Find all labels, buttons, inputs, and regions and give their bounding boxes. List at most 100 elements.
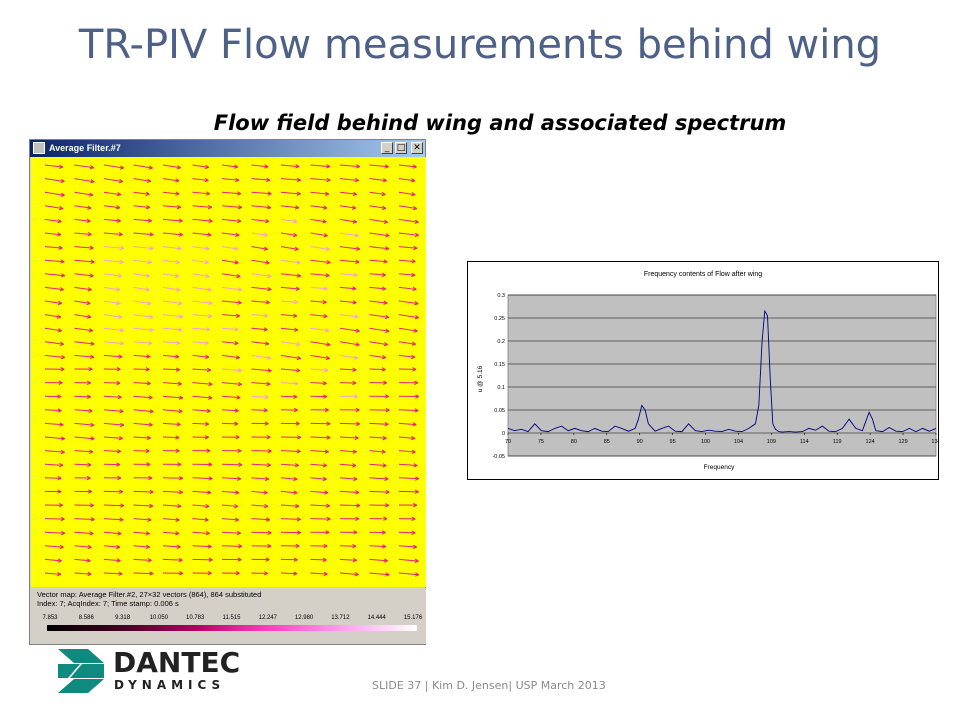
velocity-vector [280, 246, 299, 252]
colorbar-tick-label: 10.050 [149, 615, 169, 621]
velocity-vector [162, 232, 184, 237]
velocity-vector [339, 543, 357, 549]
velocity-vector [192, 327, 211, 332]
velocity-vector [192, 570, 212, 576]
window-titlebar[interactable]: Average Filter.#7 _ □ ✕ [30, 140, 425, 157]
velocity-vector [280, 463, 299, 468]
velocity-vector [74, 286, 92, 292]
velocity-vector [280, 205, 300, 210]
velocity-vector [74, 489, 93, 494]
velocity-vector [103, 435, 123, 441]
x-tick-label: 124 [866, 439, 875, 445]
minimize-button[interactable]: _ [381, 142, 393, 154]
velocity-vector [133, 164, 153, 170]
maximize-button[interactable]: □ [395, 142, 407, 154]
velocity-vector [339, 272, 358, 278]
velocity-vector [103, 273, 122, 278]
velocity-vector [133, 178, 152, 183]
colorbar-tick-label: 10.783 [186, 615, 205, 621]
velocity-vector [280, 407, 298, 413]
velocity-vector [221, 218, 242, 224]
velocity-vector [310, 381, 327, 386]
velocity-vector [133, 489, 154, 495]
velocity-vector [133, 218, 152, 223]
velocity-vector [221, 246, 239, 251]
velocity-vector [192, 164, 210, 170]
velocity-vector [221, 381, 243, 387]
velocity-vector [192, 381, 213, 387]
velocity-vector [221, 517, 240, 522]
plot-background [507, 294, 937, 457]
velocity-vector [280, 476, 298, 482]
velocity-vector [133, 503, 154, 509]
colorbar-tick-label: 14.444 [367, 615, 386, 621]
velocity-vector [221, 503, 239, 509]
velocity-vector [162, 273, 180, 278]
velocity-vector [280, 543, 300, 549]
velocity-vector [221, 530, 241, 536]
velocity-vector [310, 503, 331, 508]
spectrum-series-line [507, 309, 937, 433]
velocity-vector [221, 164, 239, 169]
velocity-vector [339, 218, 357, 224]
velocity-vector [339, 503, 361, 508]
velocity-vector [103, 558, 121, 563]
velocity-vector [44, 300, 63, 306]
velocity-vector [103, 380, 121, 386]
velocity-vector [280, 530, 302, 535]
y-tick-label: 0.15 [494, 362, 505, 368]
velocity-vector [221, 340, 239, 346]
velocity-vector [369, 463, 387, 468]
velocity-vector [280, 341, 301, 347]
velocity-vector [133, 367, 150, 372]
velocity-vector [221, 300, 242, 305]
velocity-vector [251, 503, 269, 509]
velocity-vector [369, 503, 390, 508]
velocity-vector [192, 177, 209, 183]
velocity-vector [339, 476, 358, 482]
y-tick-label: 0.1 [497, 385, 505, 391]
velocity-vector [221, 571, 240, 576]
velocity-vector [74, 422, 95, 428]
velocity-vector [398, 367, 417, 372]
y-tick-label: 0.3 [497, 293, 505, 299]
velocity-vector [280, 394, 298, 399]
velocity-vector [133, 531, 150, 536]
chart-x-axis-label: Frequency [704, 464, 735, 471]
velocity-vector [162, 191, 180, 196]
velocity-vector [398, 502, 418, 508]
velocity-vector [74, 449, 94, 454]
velocity-vector [162, 517, 180, 522]
close-button[interactable]: ✕ [411, 142, 423, 154]
velocity-vector [192, 232, 212, 237]
velocity-vector [44, 218, 62, 224]
velocity-vector [339, 341, 360, 347]
colorbar-tick-label: 12.247 [258, 615, 277, 621]
velocity-vector [280, 557, 298, 562]
velocity-vector [74, 503, 94, 508]
velocity-vector [398, 327, 418, 333]
velocity-vector [251, 408, 268, 413]
velocity-vector [280, 354, 302, 361]
velocity-vector [133, 191, 150, 197]
velocity-vector [44, 502, 63, 508]
velocity-vector [310, 273, 330, 278]
spectrum-chart: Frequency contents of Flow after wing Fr… [467, 261, 939, 480]
velocity-vector [44, 516, 65, 522]
velocity-vector [369, 449, 386, 454]
velocity-vector [280, 177, 301, 183]
velocity-vector [398, 272, 416, 278]
velocity-vector [398, 286, 417, 292]
slide-footer: SLIDE 37 | Kim D. Jensen| USP March 2013 [372, 679, 606, 692]
velocity-vector [310, 246, 330, 252]
velocity-vector [221, 544, 243, 549]
velocity-vector [251, 530, 272, 535]
colorbar-tick-label: 12.980 [294, 615, 314, 621]
velocity-vector [310, 164, 331, 169]
velocity-vector [398, 218, 419, 224]
velocity-vector [398, 394, 420, 399]
vector-field-plot[interactable] [31, 157, 426, 587]
vector-map-window[interactable]: Average Filter.#7 _ □ ✕ Vector map: Aver… [29, 139, 426, 645]
status-line-vector-map: Vector map: Average Filter.#2, 27×32 vec… [37, 590, 262, 599]
velocity-vector [398, 463, 418, 468]
